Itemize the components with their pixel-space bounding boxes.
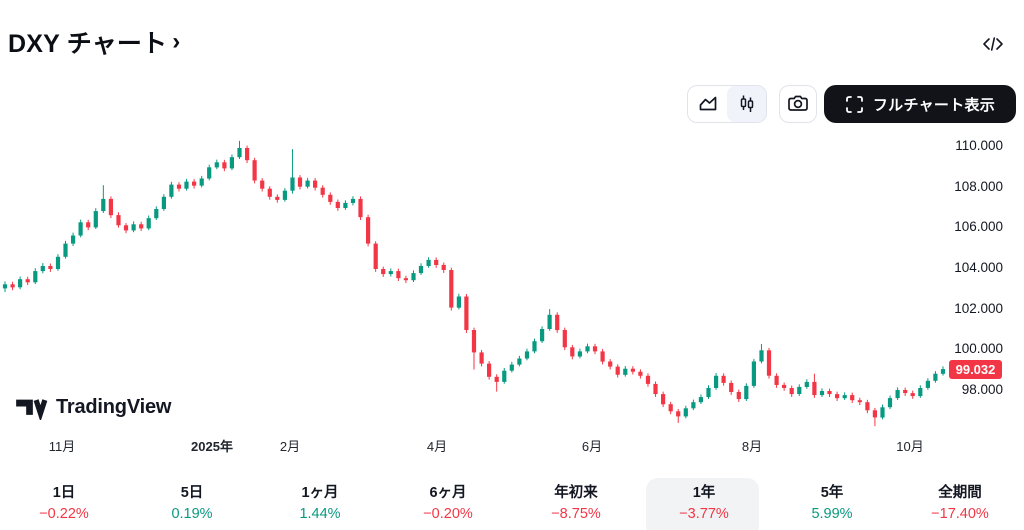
- tab-label: 全期間: [938, 485, 982, 501]
- range-tab-5年[interactable]: 5年 5.99%: [768, 478, 896, 530]
- code-icon: [981, 35, 1005, 53]
- tab-change-percent: −0.22%: [39, 506, 89, 522]
- range-tabs: 1日 −0.22% 5日 0.19% 1ヶ月 1.44% 6ヶ月 −0.20% …: [0, 478, 1024, 530]
- tab-label: 5日: [180, 485, 204, 501]
- range-tab-1年[interactable]: 1年 −3.77%: [640, 478, 768, 530]
- time-axis-label: 4月: [426, 439, 448, 454]
- chevron-right-icon: ›: [172, 28, 181, 55]
- range-tab-6ヶ月[interactable]: 6ヶ月 −0.20%: [384, 478, 512, 530]
- candles-chart-type-button[interactable]: [727, 86, 766, 122]
- time-axis-label: 11月: [48, 439, 76, 454]
- fullscreen-icon: [845, 95, 864, 114]
- candlestick-chart[interactable]: [0, 0, 1024, 460]
- time-axis-label: 2025年: [191, 439, 233, 454]
- last-price-badge: 99.032: [949, 359, 1002, 379]
- candlestick-icon: [736, 93, 758, 115]
- snapshot-button[interactable]: [779, 85, 817, 123]
- full-chart-button-label: フルチャート表示: [872, 96, 996, 114]
- range-tab-1日[interactable]: 1日 −0.22%: [0, 478, 128, 530]
- price-axis-label: 98.000: [961, 382, 1003, 397]
- page-title: DXY チャート: [8, 30, 168, 58]
- tradingview-logomark-icon: [14, 394, 48, 420]
- price-axis-label: 104.000: [954, 260, 1003, 275]
- area-chart-type-button[interactable]: [688, 86, 727, 122]
- chart-title-link[interactable]: DXY チャート ›: [8, 24, 180, 60]
- time-axis-label: 10月: [896, 439, 924, 454]
- tab-change-percent: −0.20%: [423, 506, 473, 522]
- tab-change-percent: −17.40%: [931, 506, 989, 522]
- time-axis-label: 8月: [741, 439, 763, 454]
- camera-icon: [786, 93, 810, 115]
- tab-label: 年初来: [554, 485, 598, 501]
- embed-code-button[interactable]: [980, 33, 1006, 55]
- tab-change-percent: 5.99%: [811, 506, 853, 522]
- tab-selected-pill: [646, 478, 759, 530]
- range-tab-年初来[interactable]: 年初来 −8.75%: [512, 478, 640, 530]
- time-axis-label: 2月: [279, 439, 301, 454]
- chart-toolbar: フルチャート表示: [0, 85, 1024, 123]
- price-axis-label: 106.000: [954, 219, 1003, 235]
- range-tab-全期間[interactable]: 全期間 −17.40%: [896, 478, 1024, 530]
- tab-change-percent: 1.44%: [299, 506, 341, 522]
- price-axis-label: 100.000: [954, 341, 1003, 357]
- tab-change-percent: −3.77%: [679, 506, 729, 522]
- time-axis-label: 6月: [581, 439, 603, 454]
- area-chart-icon: [697, 93, 719, 115]
- tradingview-logo[interactable]: TradingView: [14, 394, 171, 420]
- tab-label: 6ヶ月: [429, 485, 467, 501]
- tab-label: 1日: [52, 485, 76, 501]
- price-axis-label: 102.000: [954, 300, 1003, 316]
- chart-type-switcher: [687, 85, 767, 123]
- price-axis-label: 110.000: [955, 138, 1003, 153]
- range-tab-1ヶ月[interactable]: 1ヶ月 1.44%: [256, 478, 384, 530]
- price-axis-label: 108.000: [954, 178, 1003, 194]
- full-chart-button[interactable]: フルチャート表示: [824, 85, 1016, 123]
- tab-label: 1ヶ月: [301, 485, 339, 501]
- tab-change-percent: 0.19%: [171, 506, 213, 522]
- tradingview-logo-text: TradingView: [56, 395, 172, 418]
- tab-label: 5年: [820, 485, 844, 501]
- range-tab-5日[interactable]: 5日 0.19%: [128, 478, 256, 530]
- tab-label: 1年: [692, 485, 716, 501]
- tab-change-percent: −8.75%: [551, 506, 601, 522]
